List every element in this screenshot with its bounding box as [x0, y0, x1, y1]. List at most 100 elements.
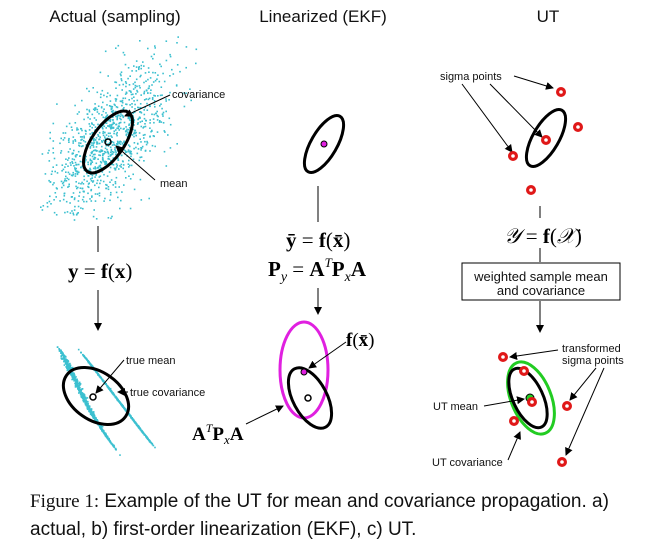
sample-point	[83, 396, 86, 398]
sample-point	[133, 147, 135, 150]
sample-point	[96, 193, 99, 195]
sample-point	[74, 380, 77, 382]
sample-point	[90, 408, 93, 410]
sample-point	[183, 105, 186, 108]
sample-point	[140, 67, 142, 70]
sample-point	[72, 173, 75, 176]
sample-point	[98, 138, 100, 141]
sample-point	[96, 419, 99, 422]
sample-point	[154, 446, 156, 449]
sample-point	[100, 166, 102, 169]
sample-point	[106, 104, 108, 106]
sample-point	[96, 91, 99, 94]
sigma-point	[556, 87, 566, 97]
sample-point	[98, 374, 101, 377]
sample-point	[108, 105, 111, 107]
sample-point	[109, 132, 111, 135]
sample-point	[87, 186, 90, 189]
sample-point	[73, 158, 76, 161]
sample-point	[115, 87, 117, 89]
sample-point	[134, 84, 137, 87]
sample-point	[98, 186, 100, 189]
sample-point	[86, 397, 89, 399]
sigma-pointer-3	[513, 75, 554, 90]
sample-point	[154, 79, 157, 82]
sample-point	[85, 404, 88, 407]
sample-point	[94, 168, 97, 170]
sample-point	[147, 87, 150, 90]
sample-point	[111, 215, 113, 218]
sample-point	[91, 414, 93, 417]
sample-point	[107, 135, 110, 138]
sample-point	[90, 189, 92, 192]
true-mean-marker-ekf	[304, 394, 312, 402]
sample-point	[153, 94, 155, 97]
sample-point	[66, 367, 68, 370]
sample-point	[128, 166, 130, 168]
sample-point	[83, 118, 85, 121]
sample-point	[68, 141, 70, 143]
sample-point	[101, 140, 103, 142]
sample-point	[78, 171, 80, 174]
ut-map-equation: 𝒴 = f(𝒳)	[504, 224, 582, 248]
sample-point	[61, 164, 64, 166]
sample-point	[126, 130, 128, 132]
sample-point	[67, 178, 70, 181]
sample-point	[102, 160, 104, 162]
sigma-points-label: sigma points	[440, 71, 502, 83]
sample-point	[66, 364, 68, 366]
sample-point	[77, 132, 80, 135]
sample-point	[105, 140, 107, 143]
sample-point	[82, 207, 84, 210]
sample-point	[113, 130, 116, 132]
sample-point	[119, 117, 121, 120]
sample-point	[125, 92, 128, 94]
sample-point	[120, 403, 123, 405]
sample-point	[151, 144, 154, 147]
sample-point	[52, 152, 55, 154]
sample-point	[98, 154, 100, 156]
covariance-label: covariance	[172, 89, 225, 101]
sample-point	[98, 112, 100, 115]
sample-point	[135, 70, 138, 72]
sample-point	[91, 411, 94, 413]
sample-point	[138, 159, 141, 162]
sample-point	[67, 159, 69, 161]
mean-pointer	[115, 145, 156, 181]
sample-point	[96, 419, 99, 421]
sample-point	[127, 128, 130, 131]
sample-point	[149, 127, 151, 129]
sample-point	[104, 147, 107, 150]
sample-point	[133, 119, 135, 121]
sample-point	[95, 119, 97, 121]
sample-point	[86, 400, 88, 403]
sample-point	[105, 183, 107, 186]
sample-point	[64, 359, 67, 362]
sample-point	[96, 108, 99, 111]
sample-point	[68, 137, 70, 140]
sample-point	[123, 121, 126, 124]
sample-point	[119, 121, 122, 124]
sample-point	[99, 160, 102, 163]
sample-point	[121, 104, 123, 107]
sample-point	[99, 136, 101, 138]
sample-point	[70, 164, 72, 166]
sample-point	[130, 164, 133, 167]
sample-point	[68, 185, 70, 188]
sample-point	[91, 196, 93, 198]
sample-point	[134, 86, 137, 89]
sample-point	[79, 383, 81, 385]
weighted-box-line2: and covariance	[497, 283, 585, 298]
sample-point	[152, 57, 154, 60]
sample-point	[102, 124, 104, 127]
sample-point	[95, 173, 97, 176]
sample-point	[139, 178, 142, 181]
sample-point	[136, 142, 139, 145]
sample-point	[135, 146, 137, 149]
sample-point	[129, 178, 132, 180]
sample-point	[123, 127, 125, 130]
sample-point	[113, 103, 116, 106]
sample-point	[68, 364, 70, 366]
sample-point	[87, 405, 89, 407]
sample-point	[112, 116, 114, 118]
